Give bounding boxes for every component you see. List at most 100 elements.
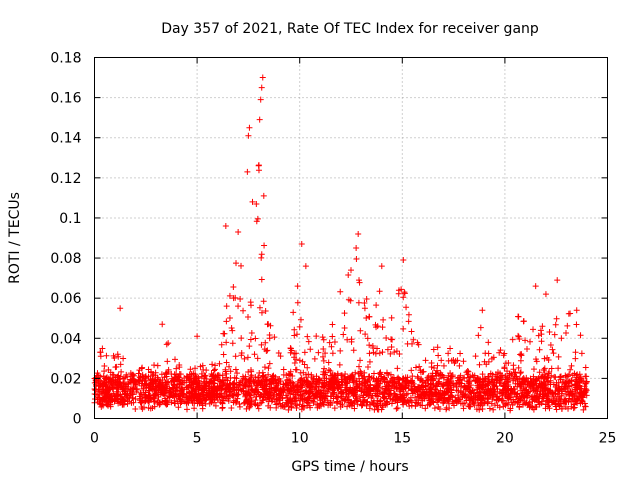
data-point [483,361,490,368]
data-point [490,406,497,413]
data-point [314,401,321,408]
data-point [522,337,529,344]
data-point [388,314,395,321]
data-point [351,405,358,412]
data-point [272,376,279,383]
data-point [453,397,460,404]
data-point [379,349,386,356]
data-point [496,388,503,395]
data-point [307,346,314,353]
data-point [562,383,569,390]
data-point [264,347,271,354]
data-point [159,321,166,328]
data-point [266,331,273,338]
data-point [512,369,519,376]
data-point [378,263,385,270]
data-point [556,373,563,380]
y-tick-label: 0.08 [50,251,81,267]
data-point [331,339,338,346]
data-point [568,362,575,369]
data-point [400,325,407,332]
data-point [577,332,584,339]
data-point [252,374,259,381]
data-point [484,388,491,395]
data-point [424,402,431,409]
data-point [374,387,381,394]
data-point [128,379,135,386]
data-point [527,380,534,387]
data-point [536,380,543,387]
data-point [247,336,254,343]
data-point [527,338,534,345]
data-point [222,222,229,229]
data-point [474,375,481,382]
data-point [228,324,235,331]
data-point [155,376,162,383]
data-point [396,350,403,357]
data-point [516,383,523,390]
data-point [484,398,491,405]
data-point [518,387,525,394]
data-point [367,381,374,388]
data-point [575,383,582,390]
data-point [320,336,327,343]
data-point [387,371,394,378]
data-point [517,369,524,376]
data-point [277,378,284,385]
data-point [553,315,560,322]
data-point [412,394,419,401]
data-point [426,397,433,404]
data-point [540,395,547,402]
data-point [505,389,512,396]
data-point [394,399,401,406]
data-point [248,398,255,405]
data-point [176,380,183,387]
data-point [302,263,309,270]
data-point [383,400,390,407]
data-point [396,376,403,383]
data-point [344,336,351,343]
data-point [395,290,402,297]
data-point [555,353,562,360]
data-point [385,382,392,389]
data-point [147,369,154,376]
y-tick-label: 0.06 [50,291,81,307]
y-tick-label: 0.12 [50,171,81,187]
data-point [287,384,294,391]
data-point [240,388,247,395]
data-point [578,396,585,403]
data-point [537,327,544,334]
data-point [293,356,300,363]
data-point [94,391,101,398]
data-point [419,397,426,404]
data-point [163,341,170,348]
data-point [534,388,541,395]
data-point [563,374,570,381]
data-point [150,385,157,392]
data-point [419,386,426,393]
data-point [414,373,421,380]
data-point [248,383,255,390]
data-point [193,388,200,395]
data-point [456,374,463,381]
data-point [308,374,315,381]
data-point [420,368,427,375]
data-point [122,388,129,395]
data-point [435,352,442,359]
data-point [305,338,312,345]
data-point [117,305,124,312]
data-point [535,332,542,339]
data-point [244,168,251,175]
data-point [510,396,517,403]
data-point [520,401,527,408]
data-point [436,378,443,385]
data-point [576,371,583,378]
data-point [347,399,354,406]
data-point [514,399,521,406]
data-point [98,396,105,403]
data-point [115,353,122,360]
data-point [200,391,207,398]
data-point [558,335,565,342]
data-point [331,405,338,412]
data-point [356,363,363,370]
